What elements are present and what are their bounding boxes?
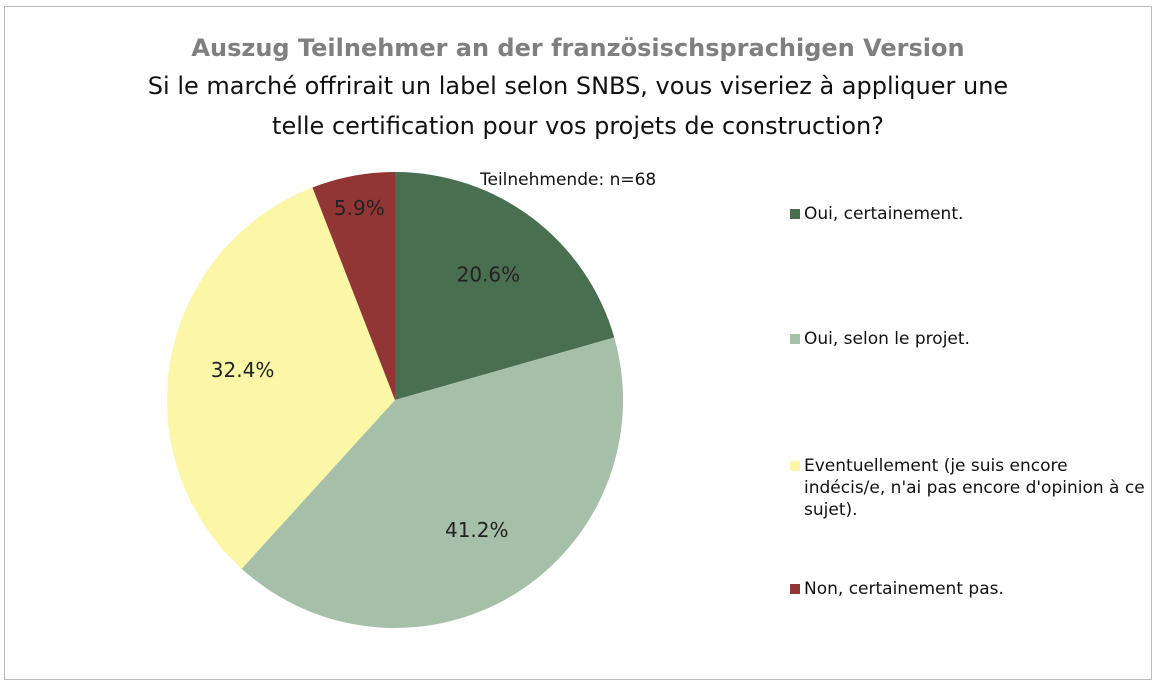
pie-slice [312, 172, 395, 400]
legend-swatch [790, 209, 800, 219]
legend-label: Eventuellement (je suis encore indécis/e… [804, 456, 1145, 520]
pie-slice [241, 337, 624, 629]
data-label: 5.9% [334, 196, 385, 220]
chart-subtitle: Si le marché offrirait un label selon SN… [147, 72, 1009, 140]
data-label: 32.4% [211, 358, 275, 382]
legend-swatch [790, 461, 800, 471]
legend-label: Non, certainement pas. [804, 579, 1004, 599]
annotation: Teilnehmende: n=68 [480, 170, 657, 190]
legend-item: Oui, certainement. [790, 203, 1150, 225]
legend-label: Oui, certainement. [804, 204, 964, 224]
legend-item: Oui, selon le projet. [790, 328, 1150, 350]
data-label: 20.6% [457, 263, 521, 287]
pie-slice [166, 187, 395, 569]
legend-item: Eventuellement (je suis encore indécis/e… [790, 455, 1150, 521]
chart-frame [4, 6, 1152, 680]
legend-swatch [790, 584, 800, 594]
data-label: 41.2% [445, 518, 509, 542]
legend-item: Non, certainement pas. [790, 578, 1150, 600]
chart-title: Auszug Teilnehmer an der französischspra… [191, 34, 965, 62]
legend-label: Oui, selon le projet. [804, 329, 970, 349]
legend-swatch [790, 334, 800, 344]
pie-slice [395, 172, 615, 400]
